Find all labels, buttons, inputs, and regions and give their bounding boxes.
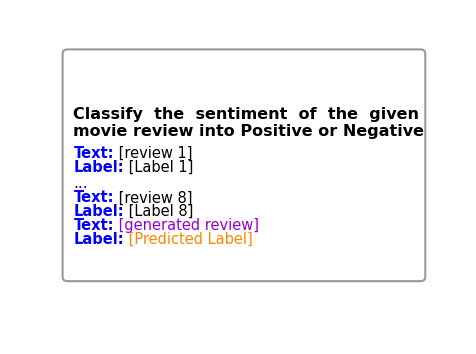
FancyBboxPatch shape: [63, 50, 425, 281]
Text: ...: ...: [73, 176, 88, 192]
Text: Label:: Label:: [73, 232, 124, 247]
Text: Text:: Text:: [73, 145, 114, 161]
Text: [review 8]: [review 8]: [114, 190, 192, 205]
Text: Label:: Label:: [73, 160, 124, 175]
Text: Label:: Label:: [73, 204, 124, 219]
Text: movie review into Positive or Negative: movie review into Positive or Negative: [73, 124, 425, 139]
Text: [generated review]: [generated review]: [114, 218, 259, 233]
Text: Text:: Text:: [73, 190, 114, 205]
Text: [Label 8]: [Label 8]: [124, 204, 193, 219]
Text: [review 1]: [review 1]: [114, 145, 192, 161]
Text: [Label 1]: [Label 1]: [124, 160, 193, 175]
Text: Classify  the  sentiment  of  the  given: Classify the sentiment of the given: [73, 107, 419, 122]
Text: [Predicted Label]: [Predicted Label]: [124, 232, 253, 247]
Text: Text:: Text:: [73, 218, 114, 233]
